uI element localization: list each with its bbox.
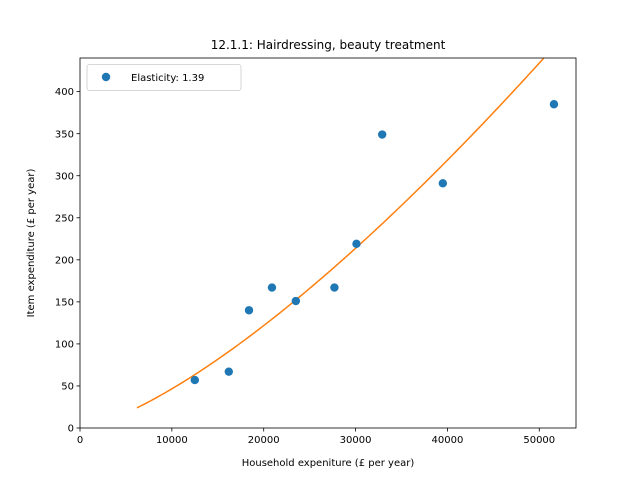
fitted-curve-line (136, 58, 545, 409)
legend-marker (101, 72, 111, 82)
data-point (267, 283, 277, 292)
y-tick-label: 200 (55, 255, 74, 266)
x-tick-label: 10000 (156, 435, 188, 446)
data-point (190, 375, 200, 385)
y-tick-label: 300 (55, 171, 74, 182)
legend-box (86, 64, 242, 91)
x-tick-label: 50000 (523, 435, 555, 446)
x-tick-label: 0 (77, 435, 83, 446)
y-tick-label: 0 (68, 424, 74, 435)
y-tick-label: 400 (55, 87, 74, 98)
legend-label: Elasticity: 1.39 (131, 73, 204, 84)
data-point (330, 283, 339, 292)
x-tick-label: 20000 (248, 435, 280, 446)
axes-frame (79, 57, 577, 429)
data-point (244, 306, 254, 315)
legend: Elasticity: 1.39 (86, 64, 242, 91)
data-point (291, 296, 301, 306)
y-tick-label: 50 (61, 382, 74, 393)
y-tick-label: 100 (55, 340, 74, 351)
x-tick-label: 40000 (432, 435, 464, 446)
data-point (377, 130, 387, 139)
data-point (224, 367, 233, 376)
data-point (438, 179, 448, 188)
data-point (549, 100, 559, 109)
y-tick-label: 350 (55, 129, 74, 140)
plot-area: 0 10000 20000 30000 40000 50000 0 50 100 150 200 25… (55, 57, 577, 446)
y-axis-label: Item expenditure (£ per year) (26, 169, 37, 318)
x-axis-label: Household expeniture (£ per year) (242, 458, 415, 469)
x-tick-label: 30000 (340, 435, 372, 446)
y-tick-label: 250 (55, 213, 74, 224)
y-tick-label: 150 (55, 297, 74, 308)
chart-title: 12.1.1: Hairdressing, beauty treatment (211, 38, 446, 52)
data-point (352, 239, 361, 249)
